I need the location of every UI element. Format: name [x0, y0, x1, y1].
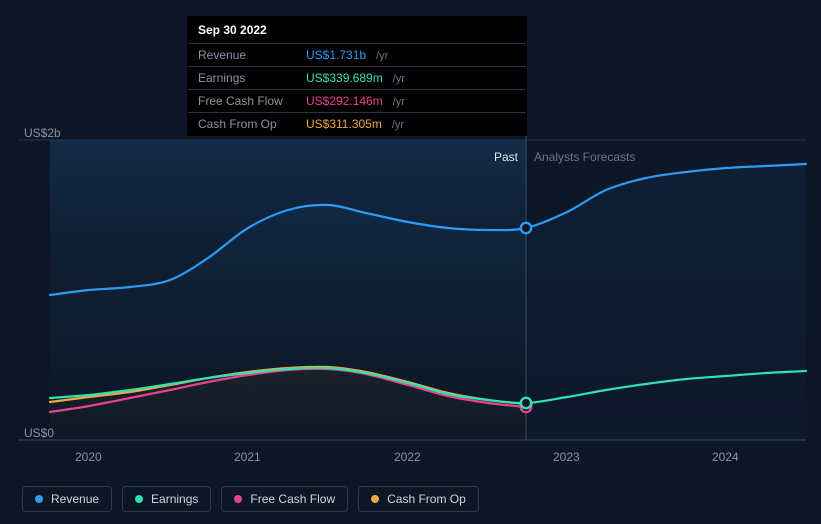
tooltip-row-value: US$311.305m	[306, 117, 382, 131]
tooltip-row-label: Revenue	[198, 48, 298, 62]
chart-tooltip: Sep 30 2022 Revenue US$1.731b/yr Earnings U…	[187, 16, 527, 136]
tooltip-row-value: US$1.731b	[306, 48, 366, 62]
chart-legend: Revenue Earnings Free Cash Flow Cash From O…	[22, 486, 479, 512]
tooltip-row-label: Earnings	[198, 71, 298, 85]
y-axis-min-label: US$0	[24, 426, 54, 440]
legend-item[interactable]: Revenue	[22, 486, 112, 512]
tooltip-row-unit: /yr	[376, 50, 388, 62]
legend-item-label: Earnings	[151, 492, 198, 506]
tooltip-row-label: Cash From Op	[198, 117, 298, 131]
x-axis-tick: 2022	[394, 450, 421, 464]
legend-dot-icon	[35, 495, 43, 503]
tooltip-row-label: Free Cash Flow	[198, 94, 298, 108]
section-label-past: Past	[494, 150, 518, 164]
legend-item[interactable]: Free Cash Flow	[221, 486, 348, 512]
y-axis-max-label: US$2b	[24, 126, 61, 140]
section-label-forecast: Analysts Forecasts	[534, 150, 635, 164]
tooltip-row-unit: /yr	[393, 96, 405, 108]
tooltip-row: Cash From Op US$311.305m/yr	[188, 112, 526, 135]
tooltip-row-unit: /yr	[393, 73, 405, 85]
tooltip-row-unit: /yr	[392, 119, 404, 131]
tooltip-row-value: US$292.146m	[306, 94, 383, 108]
tooltip-row: Revenue US$1.731b/yr	[188, 43, 526, 66]
x-axis-tick: 2024	[712, 450, 739, 464]
financial-chart-container: { "tooltip": { "date": "Sep 30 2022", "r…	[0, 0, 821, 524]
legend-dot-icon	[135, 495, 143, 503]
legend-item-label: Cash From Op	[387, 492, 466, 506]
tooltip-row: Free Cash Flow US$292.146m/yr	[188, 89, 526, 112]
legend-item[interactable]: Cash From Op	[358, 486, 479, 512]
x-axis-tick: 2021	[234, 450, 261, 464]
legend-dot-icon	[234, 495, 242, 503]
x-axis-tick: 2023	[553, 450, 580, 464]
tooltip-row: Earnings US$339.689m/yr	[188, 66, 526, 89]
legend-dot-icon	[371, 495, 379, 503]
x-axis-tick: 2020	[75, 450, 102, 464]
legend-item-label: Free Cash Flow	[250, 492, 335, 506]
legend-item-label: Revenue	[51, 492, 99, 506]
tooltip-date: Sep 30 2022	[188, 17, 526, 43]
legend-item[interactable]: Earnings	[122, 486, 211, 512]
tooltip-row-value: US$339.689m	[306, 71, 383, 85]
